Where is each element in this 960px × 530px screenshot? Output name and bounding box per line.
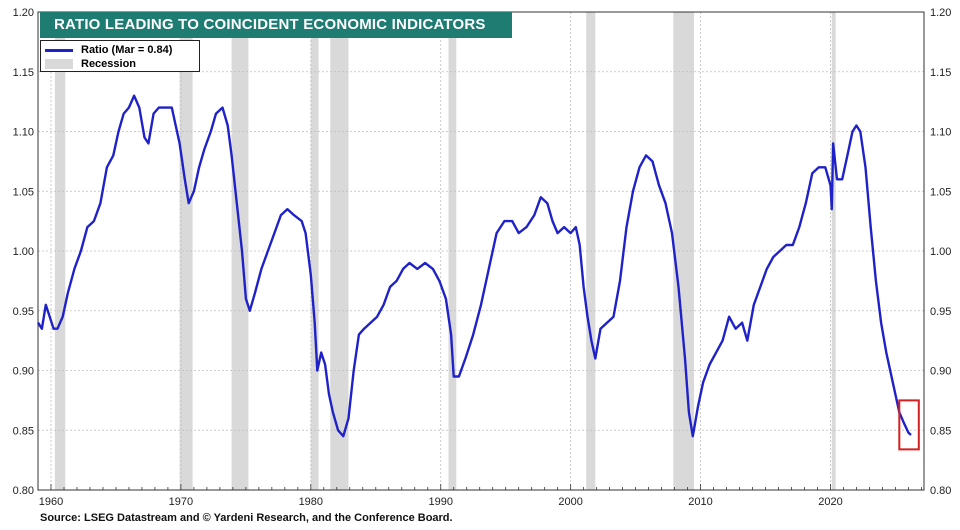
legend-label-recession: Recession: [81, 58, 137, 70]
y-tick-label-left: 1.20: [13, 7, 34, 19]
y-tick-label-left: 1.05: [13, 186, 34, 198]
axes: 0.80 0.80 0.85 0.85 0.90 0.90 0.95 0.95 1.00 1.00…: [13, 7, 952, 508]
chart-title: RATIO LEADING TO COINCIDENT ECONOMIC IND…: [40, 12, 512, 38]
x-tick-label: 1990: [428, 496, 452, 508]
x-tick-label: 1960: [39, 496, 63, 508]
x-tick-label: 2010: [688, 496, 712, 508]
y-tick-label-right: 0.95: [930, 306, 951, 318]
recession-swatch: [45, 59, 73, 69]
x-tick-label: 1980: [299, 496, 323, 508]
y-tick-label-right: 1.05: [930, 186, 951, 198]
y-tick-label-right: 0.90: [930, 366, 951, 378]
legend: Ratio (Mar = 0.84) Recession: [40, 40, 200, 72]
legend-item-ratio: Ratio (Mar = 0.84): [45, 43, 172, 57]
ratio-line: [36, 94, 912, 438]
y-tick-label-left: 0.85: [13, 425, 34, 437]
y-tick-label-left: 1.10: [13, 127, 34, 139]
y-tick-label-right: 0.85: [930, 425, 951, 437]
legend-item-recession: Recession: [45, 57, 136, 71]
x-tick-label: 2020: [818, 496, 842, 508]
y-tick-label-left: 1.00: [13, 246, 34, 258]
y-tick-label-left: 0.90: [13, 366, 34, 378]
x-tick-label: 2000: [558, 496, 582, 508]
y-tick-label-right: 1.15: [930, 67, 951, 79]
gridlines: [38, 11, 924, 491]
y-tick-label-right: 1.20: [930, 7, 951, 19]
legend-label-ratio: Ratio (Mar = 0.84): [81, 44, 173, 56]
x-tick-label: 1970: [169, 496, 193, 508]
highlight-box: [898, 399, 920, 451]
recession-band: [831, 12, 836, 490]
y-tick-label-left: 0.95: [13, 306, 34, 318]
y-tick-label-left: 1.15: [13, 67, 34, 79]
latest-value-highlight: [898, 399, 920, 451]
ratio-series: [36, 94, 912, 438]
y-tick-label-left: 0.80: [13, 485, 34, 497]
ratio-line-swatch: [45, 48, 73, 52]
recession-band: [448, 12, 457, 490]
y-tick-label-right: 0.80: [930, 485, 951, 497]
recession-band: [54, 12, 66, 490]
source-note: Source: LSEG Datastream and © Yardeni Re…: [40, 512, 453, 524]
y-tick-label-right: 1.10: [930, 127, 951, 139]
y-tick-label-right: 1.00: [930, 246, 951, 258]
